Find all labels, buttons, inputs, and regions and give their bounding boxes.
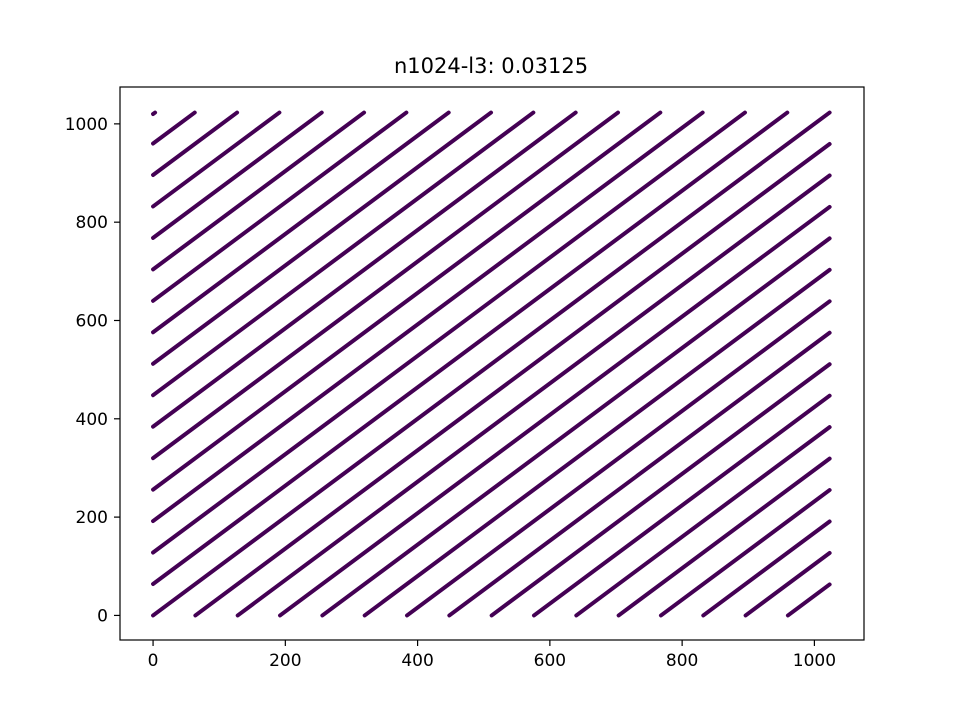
series-line-14 [193, 142, 832, 618]
series-line-24 [151, 110, 451, 335]
series-line-22 [151, 110, 536, 398]
series-line-15 [151, 110, 832, 618]
series-line-29 [151, 110, 240, 177]
series-line-1 [743, 550, 832, 618]
series-line-7 [489, 362, 832, 618]
y-tick-label: 1000 [65, 115, 108, 135]
series-line-20 [151, 110, 620, 461]
x-tick-label: 200 [269, 651, 301, 671]
series-line-12 [278, 204, 832, 618]
series-line-21 [151, 110, 578, 429]
series-line-27 [151, 110, 324, 240]
plot-lines [151, 110, 832, 618]
y-axis: 0 200 400 600 800 1000 [65, 115, 120, 626]
y-tick-label: 600 [76, 311, 108, 331]
series-line-25 [151, 110, 409, 303]
y-tick-label: 0 [97, 606, 108, 626]
x-axis: 0 200 400 600 800 1000 [148, 640, 836, 671]
series-line-30 [151, 110, 197, 146]
series-line-0 [785, 582, 832, 618]
series-line-11 [320, 236, 832, 618]
plot-frame [119, 86, 865, 641]
series-line-31 [151, 110, 158, 117]
series-line-9 [405, 299, 832, 618]
y-tick-label: 400 [76, 410, 108, 430]
series-line-23 [151, 110, 494, 366]
series-line-19 [151, 110, 663, 492]
x-tick-label: 400 [401, 651, 433, 671]
y-tick-label: 800 [76, 213, 108, 233]
series-line-17 [151, 110, 747, 555]
series-line-10 [362, 267, 832, 618]
series-line-28 [151, 110, 282, 209]
series-line-16 [151, 110, 790, 586]
y-tick-label: 200 [76, 508, 108, 528]
series-line-3 [658, 488, 832, 618]
series-line-6 [531, 393, 832, 618]
series-line-26 [151, 110, 367, 272]
x-tick-label: 600 [534, 651, 566, 671]
series-line-13 [235, 173, 832, 618]
chart-title: n1024-l3: 0.03125 [394, 54, 588, 78]
x-tick-label: 0 [148, 651, 159, 671]
series-line-4 [616, 456, 832, 618]
series-line-18 [151, 110, 705, 524]
series-line-2 [701, 519, 832, 618]
x-tick-label: 1000 [793, 651, 836, 671]
x-tick-label: 800 [666, 651, 698, 671]
series-line-8 [447, 330, 832, 618]
series-line-5 [574, 425, 832, 618]
